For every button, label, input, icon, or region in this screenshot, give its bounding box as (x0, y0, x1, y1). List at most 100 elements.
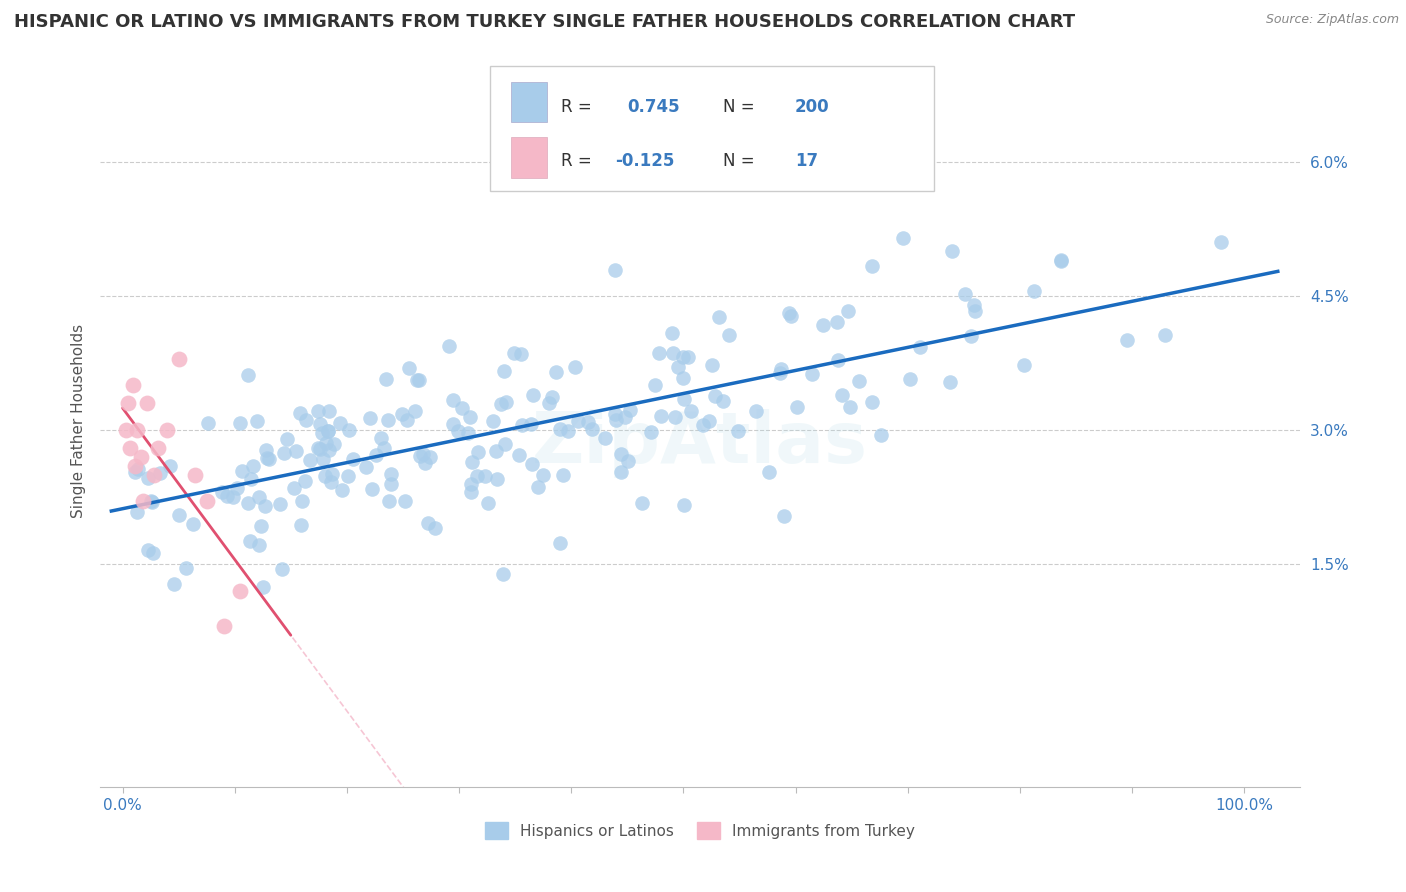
Point (492, 567, 515, 582)
Point (276, 432, 298, 446)
Point (510, 347, 533, 361)
Point (697, 414, 720, 428)
Point (860, 394, 883, 409)
Point (650, 409, 672, 423)
Point (848, 374, 870, 388)
Text: R =: R = (561, 153, 592, 170)
Point (242, 459, 264, 474)
Point (373, 441, 395, 455)
Point (441, 417, 464, 431)
Point (869, 427, 891, 442)
Point (312, 451, 335, 466)
Point (672, 498, 695, 512)
Point (295, 413, 318, 427)
Point (477, 496, 499, 510)
Point (779, 310, 801, 324)
Point (229, 416, 252, 430)
Text: N =: N = (723, 153, 755, 170)
Point (308, 442, 330, 456)
Point (284, 443, 307, 458)
Point (222, 490, 245, 504)
Point (159, 458, 181, 473)
Point (142, 546, 165, 560)
Point (167, 351, 190, 366)
Point (494, 437, 516, 451)
Point (485, 444, 508, 458)
Point (309, 442, 332, 457)
Point (644, 378, 666, 392)
Point (619, 402, 641, 417)
Point (125, 505, 148, 519)
Point (391, 407, 413, 421)
Point (672, 371, 695, 385)
Point (253, 500, 276, 514)
Point (239, 472, 262, 486)
Point (336, 469, 359, 483)
Point (531, 468, 554, 483)
Point (727, 424, 749, 438)
Point (316, 424, 339, 438)
Point (1012, 359, 1035, 373)
Point (548, 422, 571, 436)
Point (910, 341, 932, 355)
Point (404, 404, 426, 418)
Point (711, 393, 734, 408)
Point (148, 441, 170, 455)
FancyBboxPatch shape (491, 66, 934, 191)
Point (239, 534, 262, 549)
Point (174, 561, 197, 575)
Point (457, 425, 479, 440)
Point (290, 518, 312, 533)
Point (678, 350, 700, 364)
Point (405, 373, 427, 387)
Point (329, 416, 352, 430)
Point (247, 490, 270, 504)
Text: R =: R = (561, 98, 592, 116)
Point (614, 409, 637, 424)
Point (831, 388, 853, 402)
Point (825, 315, 848, 329)
Point (184, 467, 207, 482)
Point (692, 418, 714, 433)
Point (419, 450, 441, 464)
Point (318, 404, 340, 418)
Point (321, 467, 343, 481)
Point (610, 447, 633, 461)
Point (668, 359, 690, 374)
Point (548, 536, 571, 550)
Point (460, 455, 482, 469)
Point (460, 410, 482, 425)
Point (520, 457, 543, 471)
Point (167, 508, 190, 522)
Point (290, 494, 312, 508)
Point (827, 353, 849, 368)
Point (247, 538, 270, 552)
Point (163, 577, 186, 591)
Point (370, 431, 392, 445)
Point (492, 363, 515, 377)
Point (117, 396, 139, 410)
Point (342, 452, 364, 467)
Point (1154, 327, 1177, 342)
Point (132, 494, 155, 508)
Point (156, 423, 179, 437)
Point (183, 516, 205, 531)
Point (323, 437, 346, 451)
Point (605, 413, 627, 427)
Point (252, 581, 274, 595)
Point (366, 448, 388, 462)
Point (941, 244, 963, 259)
Text: Source: ZipAtlas.com: Source: ZipAtlas.com (1265, 13, 1399, 27)
Point (551, 468, 574, 483)
Point (661, 346, 683, 360)
Point (250, 519, 273, 533)
Point (860, 260, 883, 274)
Point (330, 483, 353, 498)
Point (195, 494, 218, 508)
Point (772, 509, 794, 524)
Point (510, 417, 533, 432)
Point (354, 460, 377, 475)
Text: 0.745: 0.745 (627, 98, 679, 116)
Point (482, 414, 505, 428)
Point (229, 583, 252, 598)
